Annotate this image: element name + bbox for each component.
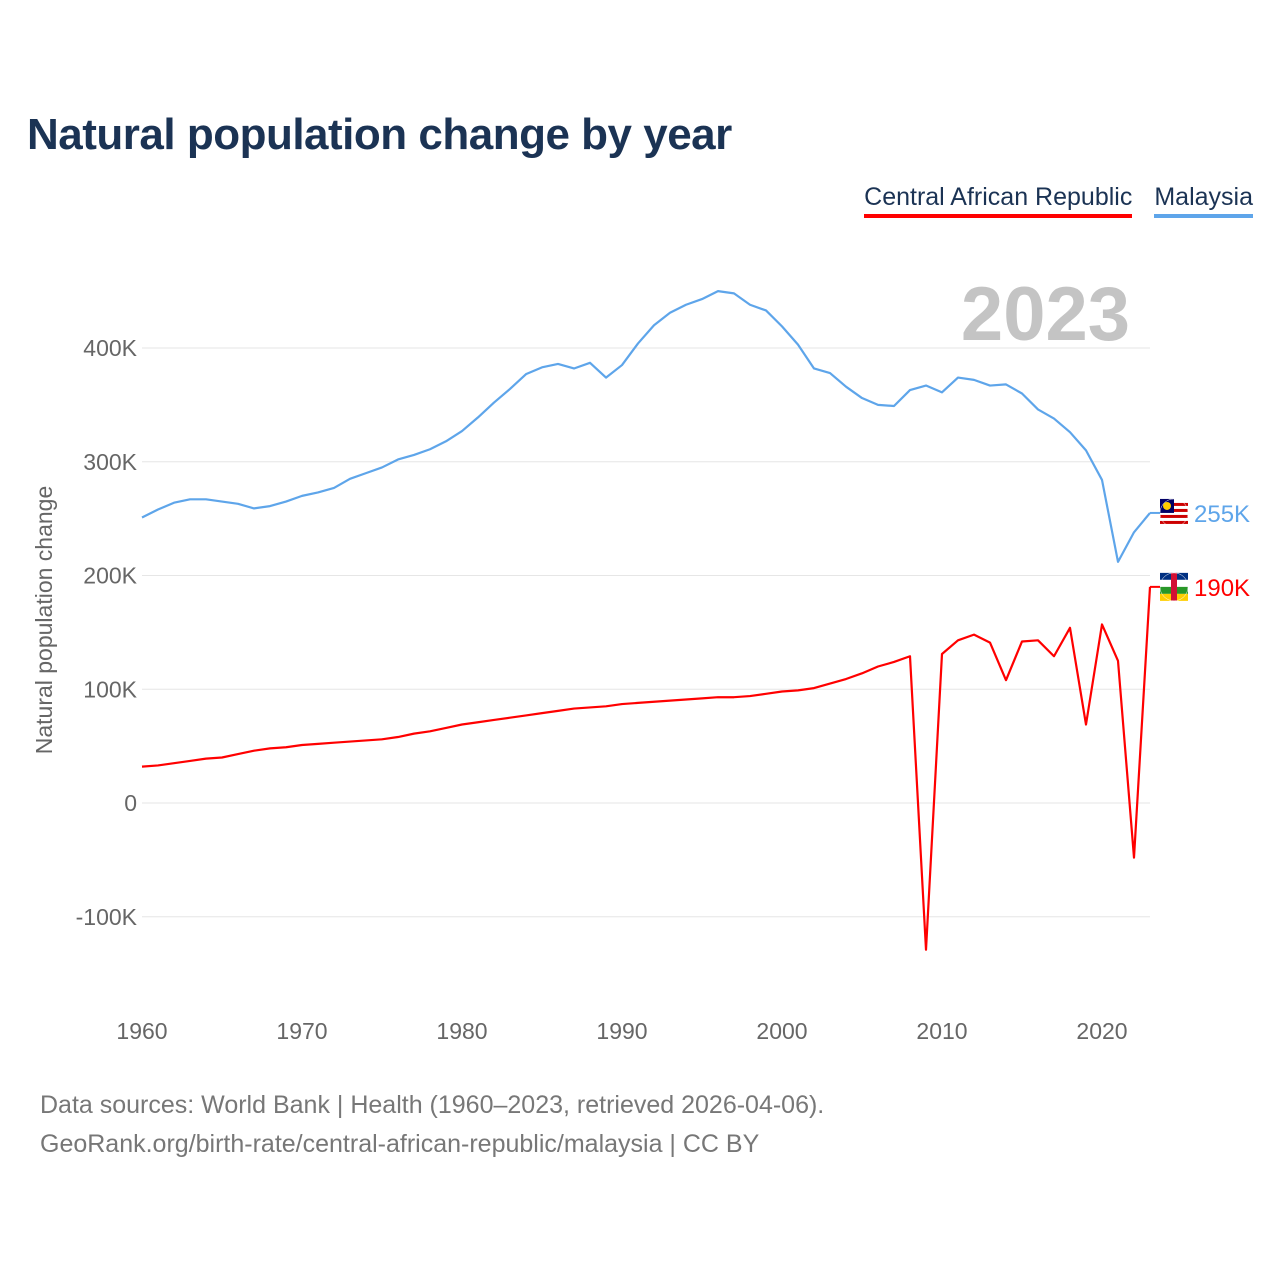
y-axis-label: Natural population change [31, 486, 57, 755]
series-line-central-african-republic[interactable] [141, 586, 1152, 951]
flag-icon-malaysia [1159, 498, 1189, 528]
footer-sources: Data sources: World Bank | Health (1960–… [40, 1091, 825, 1119]
series-line-malaysia[interactable] [141, 290, 1151, 563]
end-label-central-african-republic: 190K [1194, 575, 1250, 602]
footer-link[interactable]: GeoRank.org/birth-rate/central-african-r… [40, 1130, 760, 1158]
x-tick-label: 1990 [596, 1018, 647, 1044]
x-tick-label: 2000 [756, 1018, 807, 1044]
x-tick-label: 2010 [916, 1018, 967, 1044]
y-tick-label: 100K [83, 676, 137, 702]
legend-item-malaysia[interactable]: Malaysia [1154, 183, 1253, 218]
legend: Central African Republic Malaysia [864, 183, 1253, 218]
chart-title: Natural population change by year [27, 110, 732, 159]
y-tick-label: -100K [76, 904, 138, 930]
footer: Data sources: World Bank | Health (1960–… [40, 1086, 824, 1164]
flag-icon-central-african-republic [1159, 572, 1189, 602]
end-label-malaysia: 255K [1194, 501, 1250, 528]
x-tick-label: 1960 [116, 1018, 167, 1044]
y-tick-label: 0 [124, 790, 137, 816]
x-tick-label: 1970 [276, 1018, 327, 1044]
y-tick-label: 300K [83, 449, 137, 475]
year-watermark: 2023 [961, 272, 1130, 357]
x-tick-label: 1980 [436, 1018, 487, 1044]
y-tick-label: 200K [83, 563, 137, 589]
y-tick-label: 400K [83, 335, 137, 361]
x-tick-label: 2020 [1076, 1018, 1127, 1044]
legend-item-central-african-republic[interactable]: Central African Republic [864, 183, 1133, 218]
